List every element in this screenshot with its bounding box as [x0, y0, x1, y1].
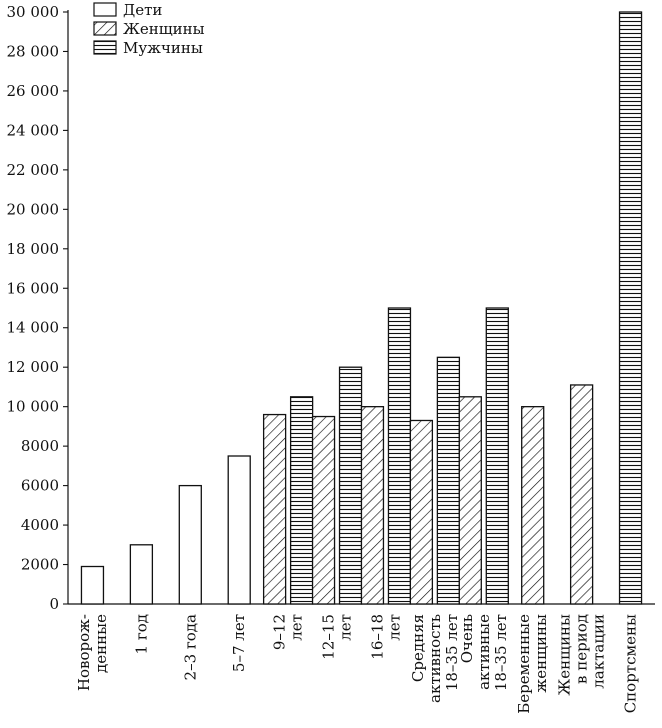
- bar-women: [262, 413, 287, 605]
- y-tick-label: 2000: [21, 556, 59, 574]
- y-tick-label: 14 000: [7, 319, 60, 337]
- y-tick-label: 8000: [21, 437, 59, 455]
- y-tick-label: 26 000: [7, 82, 60, 100]
- x-category-label: 9–12: [271, 614, 289, 650]
- y-tick-label: 22 000: [7, 161, 60, 179]
- bar-men: [618, 11, 643, 605]
- x-category-label: лет: [337, 614, 355, 641]
- y-tick-label: 20 000: [7, 200, 60, 218]
- x-category-label: 16–18: [368, 614, 386, 660]
- x-category-label: активные: [475, 614, 493, 690]
- y-axis: 0 2000 4000 6000 8000 10 000 12 000 14 000 16 00…: [7, 3, 655, 613]
- legend-label-children: Дети: [123, 1, 162, 19]
- x-category-label: в период: [573, 614, 591, 684]
- x-category-label: Женщины: [556, 614, 574, 696]
- x-category-label: лактации: [590, 614, 608, 689]
- y-tick-label: 18 000: [7, 240, 60, 258]
- legend-label-women: Женщины: [123, 20, 205, 38]
- x-category-label: Беременные: [515, 614, 533, 714]
- x-category-label: Очень: [458, 614, 476, 663]
- x-category-label: 12–15: [320, 614, 338, 660]
- y-tick-label: 28 000: [7, 42, 60, 60]
- legend-swatch-children: [93, 2, 117, 17]
- y-tick-label: 10 000: [7, 398, 60, 416]
- x-category-label: 1 год: [132, 614, 150, 654]
- y-tick-label: 6000: [21, 477, 59, 495]
- y-tick-label: 24 000: [7, 121, 60, 139]
- bar-men: [387, 307, 412, 605]
- x-category-label: 2–3 года: [181, 614, 199, 680]
- bar-women: [458, 396, 482, 605]
- bar-men: [289, 396, 314, 605]
- bar-children: [227, 455, 251, 605]
- x-category-label: 5–7 лет: [230, 614, 248, 672]
- y-tick-label: 4000: [21, 516, 59, 534]
- y-tick-label: 16 000: [7, 279, 60, 297]
- x-category-label: активность: [426, 614, 444, 703]
- x-category-label: 18–35 лет: [443, 614, 461, 691]
- bar-children: [129, 544, 154, 605]
- bar-men: [338, 366, 363, 605]
- legend-label-men: Мужчины: [123, 39, 203, 57]
- bars: [80, 11, 643, 605]
- bar-children: [80, 565, 105, 605]
- bar-women: [569, 384, 594, 605]
- bar-women: [521, 406, 545, 605]
- bar-women: [311, 415, 336, 605]
- bar-women: [360, 406, 385, 605]
- x-category-label: Средняя: [409, 614, 427, 682]
- x-category-label: 18–35 лет: [492, 614, 510, 691]
- x-category-label: Спортсмены: [622, 614, 640, 713]
- y-tick-label: 0: [49, 595, 59, 613]
- x-axis-labels: Новорож-денные 1 год 2–3 года 5–7 лет 9–12 ле…: [75, 614, 640, 714]
- bar-children: [178, 484, 202, 605]
- bar-men: [436, 356, 461, 605]
- bar-men: [485, 307, 509, 605]
- legend-swatch-men: [93, 40, 117, 55]
- x-category-label: денные: [92, 614, 110, 673]
- x-category-label: женщины: [532, 614, 550, 693]
- y-tick-label: 30 000: [7, 3, 60, 21]
- legend-swatch-women: [93, 21, 117, 36]
- x-category-label: Новорож-: [75, 614, 93, 691]
- x-category-label: лет: [288, 614, 306, 641]
- x-category-label: лет: [385, 614, 403, 641]
- bar-women: [409, 419, 434, 605]
- y-tick-label: 12 000: [7, 358, 60, 376]
